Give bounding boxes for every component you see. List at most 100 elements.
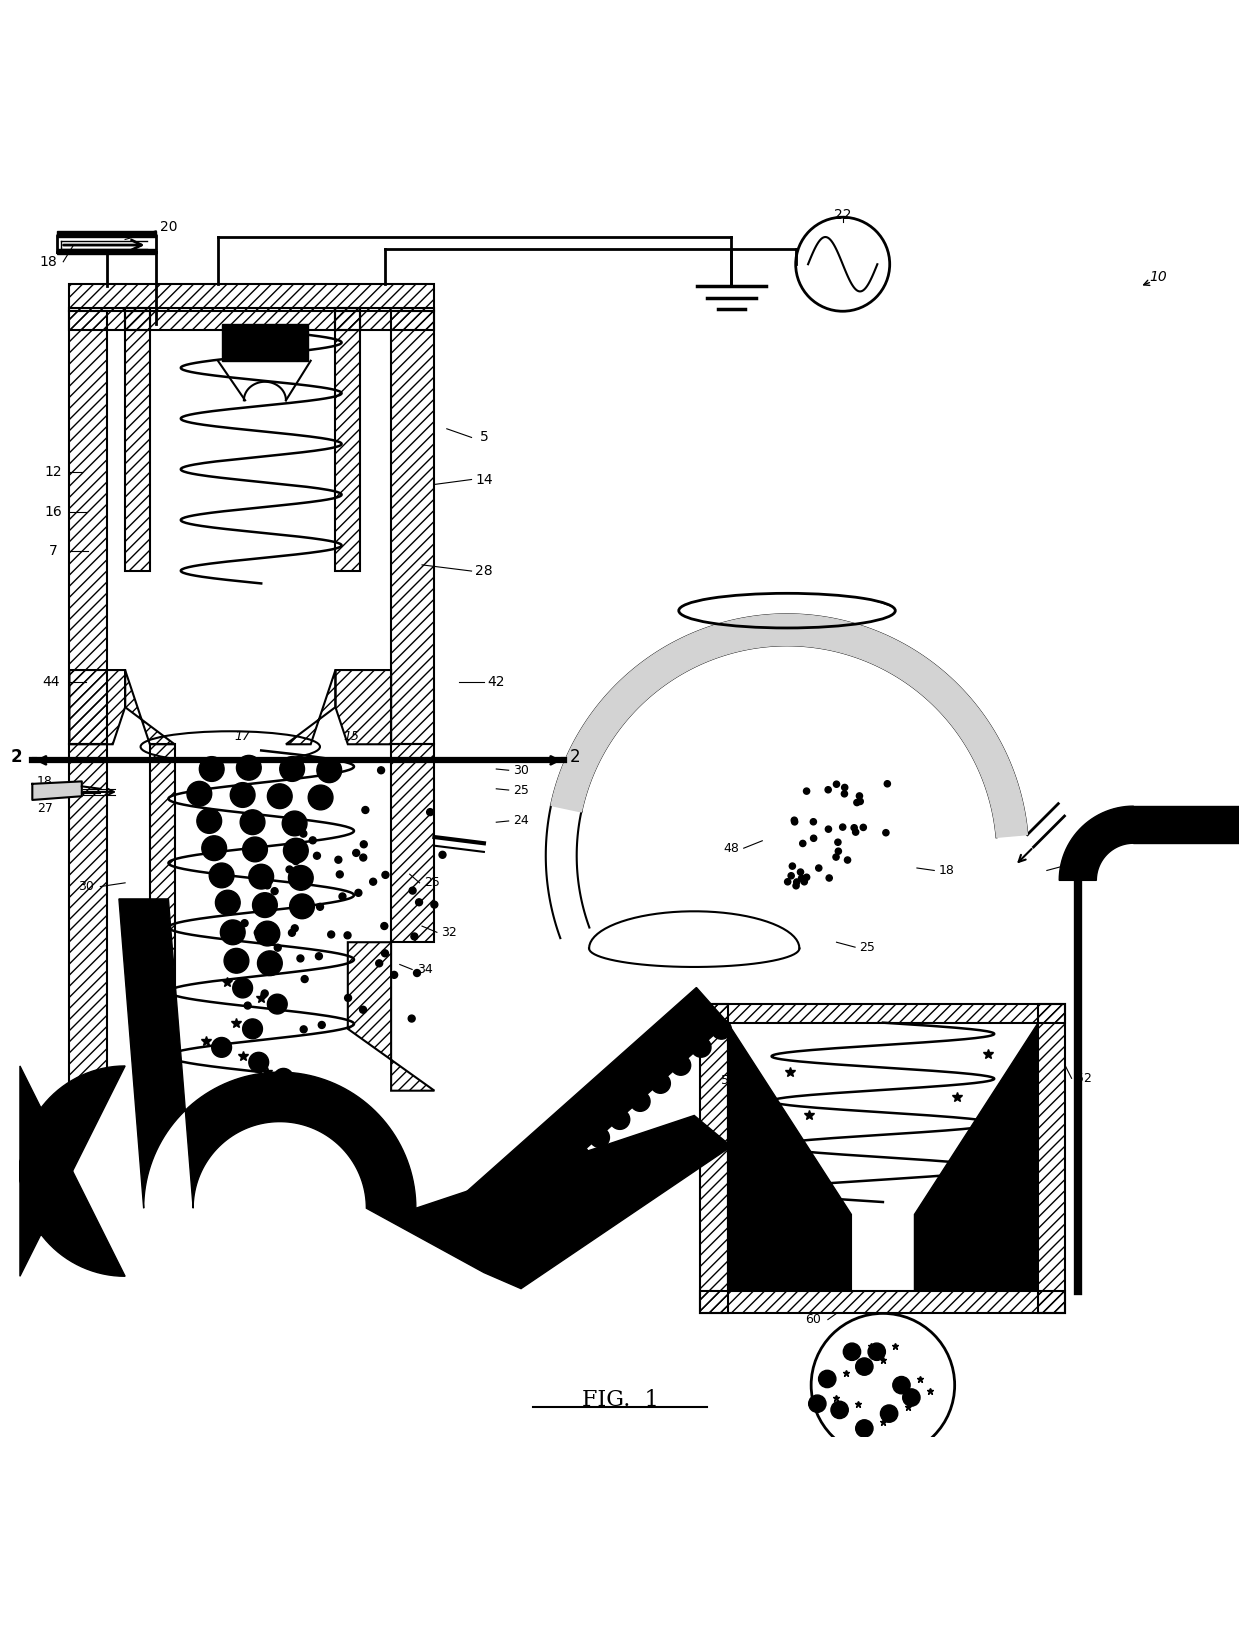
Circle shape xyxy=(301,976,308,982)
Circle shape xyxy=(254,848,262,856)
Text: 44: 44 xyxy=(42,676,60,689)
Circle shape xyxy=(253,892,278,917)
Circle shape xyxy=(826,827,832,832)
Text: 20: 20 xyxy=(160,219,177,234)
Text: 52: 52 xyxy=(1076,1072,1092,1085)
Circle shape xyxy=(833,855,839,859)
Circle shape xyxy=(293,858,299,864)
Text: 27: 27 xyxy=(37,802,52,815)
Circle shape xyxy=(801,879,807,886)
Circle shape xyxy=(790,863,796,869)
Circle shape xyxy=(590,1128,609,1148)
Text: 32: 32 xyxy=(441,927,458,940)
Circle shape xyxy=(414,969,420,977)
Circle shape xyxy=(808,1395,826,1413)
FancyBboxPatch shape xyxy=(222,324,309,360)
Circle shape xyxy=(381,923,388,930)
Circle shape xyxy=(255,922,280,946)
Text: 18: 18 xyxy=(40,255,57,268)
Circle shape xyxy=(391,971,398,979)
Circle shape xyxy=(857,792,863,799)
Circle shape xyxy=(258,951,283,976)
Circle shape xyxy=(569,1146,589,1166)
Circle shape xyxy=(202,837,227,861)
Circle shape xyxy=(427,809,434,815)
Circle shape xyxy=(893,1377,910,1393)
Circle shape xyxy=(283,810,308,837)
Circle shape xyxy=(210,863,234,887)
Circle shape xyxy=(360,1007,367,1013)
Circle shape xyxy=(826,874,832,881)
Circle shape xyxy=(274,945,281,951)
Circle shape xyxy=(903,1388,920,1406)
Circle shape xyxy=(842,784,848,791)
Circle shape xyxy=(249,1053,269,1072)
Circle shape xyxy=(671,1056,691,1076)
Circle shape xyxy=(319,1021,325,1028)
Circle shape xyxy=(430,900,438,909)
Circle shape xyxy=(836,848,842,855)
Text: 25: 25 xyxy=(859,941,875,954)
Circle shape xyxy=(221,920,246,945)
Circle shape xyxy=(289,866,314,891)
Text: 25: 25 xyxy=(513,784,529,797)
Circle shape xyxy=(268,784,293,809)
Circle shape xyxy=(339,892,346,900)
Circle shape xyxy=(489,1218,508,1238)
Polygon shape xyxy=(32,781,82,800)
Circle shape xyxy=(857,799,863,804)
Circle shape xyxy=(792,882,799,889)
Text: 48: 48 xyxy=(723,841,739,855)
Circle shape xyxy=(274,1069,294,1089)
Circle shape xyxy=(300,1026,308,1033)
Circle shape xyxy=(264,882,270,889)
Circle shape xyxy=(291,850,299,856)
Circle shape xyxy=(200,756,224,781)
Circle shape xyxy=(360,855,367,861)
Circle shape xyxy=(231,782,255,807)
Circle shape xyxy=(797,869,804,876)
Text: 60: 60 xyxy=(805,1313,821,1326)
Circle shape xyxy=(794,879,800,886)
Circle shape xyxy=(833,781,839,787)
Circle shape xyxy=(290,894,315,918)
Circle shape xyxy=(370,877,377,886)
Circle shape xyxy=(298,840,304,846)
Circle shape xyxy=(315,953,322,959)
Circle shape xyxy=(241,810,265,835)
Circle shape xyxy=(843,1342,861,1360)
Text: 34: 34 xyxy=(417,963,433,976)
Polygon shape xyxy=(728,1023,852,1292)
Circle shape xyxy=(212,1038,232,1058)
Text: 5: 5 xyxy=(480,431,489,444)
Text: 15: 15 xyxy=(343,730,360,743)
Circle shape xyxy=(345,994,352,1002)
Circle shape xyxy=(880,1405,898,1423)
Circle shape xyxy=(712,1020,732,1039)
Circle shape xyxy=(284,838,309,863)
Circle shape xyxy=(224,948,249,972)
Circle shape xyxy=(415,899,423,905)
Text: 24: 24 xyxy=(513,815,529,827)
Polygon shape xyxy=(57,249,156,254)
Circle shape xyxy=(409,887,417,894)
Circle shape xyxy=(528,1182,548,1202)
Circle shape xyxy=(791,818,797,825)
Circle shape xyxy=(818,1370,836,1388)
Text: 2: 2 xyxy=(10,748,22,766)
Circle shape xyxy=(856,1419,873,1437)
Circle shape xyxy=(799,876,805,881)
Circle shape xyxy=(810,818,816,825)
Circle shape xyxy=(315,794,322,802)
Circle shape xyxy=(237,755,262,781)
Circle shape xyxy=(376,959,383,967)
Circle shape xyxy=(272,887,278,894)
Circle shape xyxy=(439,851,446,858)
Circle shape xyxy=(216,891,241,915)
Text: 30: 30 xyxy=(78,881,93,894)
Circle shape xyxy=(242,797,249,804)
Polygon shape xyxy=(119,899,732,1288)
Circle shape xyxy=(883,830,889,837)
Circle shape xyxy=(856,1359,873,1375)
Circle shape xyxy=(804,787,810,794)
